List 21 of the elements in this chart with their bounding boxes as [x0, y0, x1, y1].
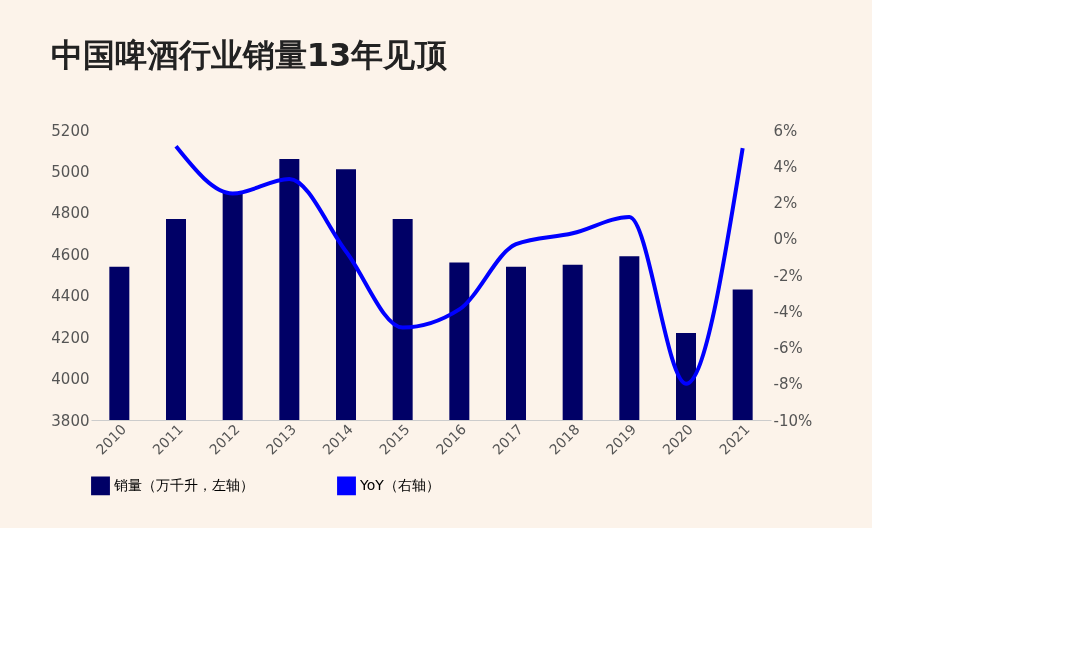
y2-tick-label: -2%	[773, 266, 803, 285]
y-tick-label: 5200	[51, 121, 90, 140]
y-tick-label: 4800	[51, 204, 90, 223]
y2-tick-label: 4%	[773, 157, 798, 176]
y-tick-label: 4200	[51, 328, 90, 347]
legend-label: YoY（右轴）	[359, 476, 440, 493]
y-tick-label: 3800	[51, 411, 90, 430]
y2-tick-label: -6%	[773, 339, 803, 357]
y-tick-label: 5000	[51, 162, 90, 181]
y-tick-label: 4600	[51, 245, 90, 264]
chart-title: 中国啤酒行业销量13年见顶	[50, 36, 448, 74]
y2-tick-label: 0%	[773, 230, 798, 249]
line-series	[174, 144, 745, 386]
y2-tick-label: -4%	[773, 302, 803, 321]
legend-label: 销量（万千升，左轴）	[113, 476, 254, 493]
y2-tick-label: 2%	[773, 194, 798, 212]
y2-tick-label: -8%	[773, 375, 803, 394]
y2-tick-label: 6%	[773, 121, 798, 140]
y-tick-label: 4000	[51, 370, 90, 389]
y2-tick-label: -10%	[773, 411, 813, 430]
y-tick-label: 4400	[51, 287, 90, 306]
